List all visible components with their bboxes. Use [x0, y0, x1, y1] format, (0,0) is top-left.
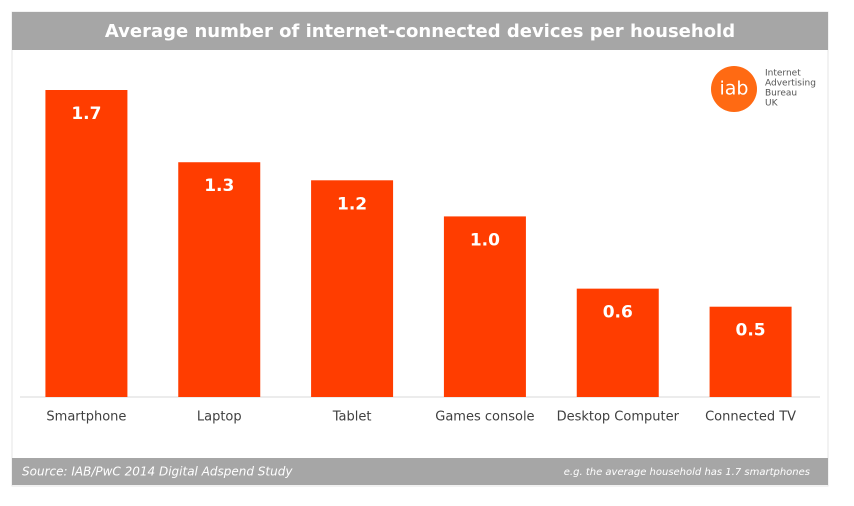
value-label: 1.7	[71, 104, 101, 124]
x-tick-label: Smartphone	[46, 410, 126, 425]
x-tick-label: Desktop Computer	[557, 410, 680, 425]
x-tick-label: Tablet	[332, 410, 372, 425]
bar	[311, 180, 394, 397]
x-tick-label: Games console	[435, 410, 534, 425]
logo-text: UK	[765, 99, 779, 109]
logo-text: Advertising	[765, 79, 816, 89]
bar	[178, 162, 261, 397]
x-tick-label: Laptop	[197, 410, 242, 425]
value-label: 1.0	[470, 230, 500, 250]
note: e.g. the average household has 1.7 smart…	[564, 467, 810, 478]
chart-title: Average number of internet-connected dev…	[105, 21, 735, 42]
bar	[45, 90, 128, 397]
bar	[576, 288, 659, 397]
frame	[11, 11, 829, 487]
title-bar	[12, 12, 828, 50]
value-label: 1.2	[337, 194, 367, 214]
logo-text: Internet	[765, 69, 801, 79]
footer-bar	[12, 458, 828, 485]
source: Source: IAB/PwC 2014 Digital Adspend Stu…	[22, 465, 293, 479]
logo-circle	[711, 66, 757, 112]
logo-mark: iab	[720, 78, 749, 100]
x-tick-label: Connected TV	[705, 410, 796, 425]
value-label: 0.5	[736, 321, 766, 341]
logo-text: Bureau	[765, 89, 797, 99]
value-label: 0.6	[603, 303, 633, 323]
value-label: 1.3	[204, 176, 234, 196]
bar	[443, 216, 526, 397]
bar	[709, 306, 792, 397]
